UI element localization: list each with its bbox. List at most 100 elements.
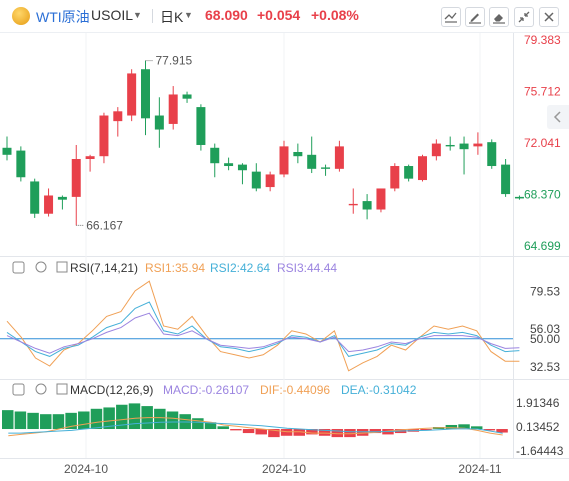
candle-body bbox=[473, 143, 483, 147]
dif-label: DIF:-0.44096 bbox=[260, 383, 330, 397]
candle-body bbox=[404, 166, 414, 179]
macd-histogram-bar bbox=[14, 411, 27, 430]
oil-logo-icon bbox=[12, 7, 30, 25]
candle-body bbox=[334, 146, 344, 169]
macd-histogram-bar bbox=[470, 426, 483, 430]
draw-line-icon[interactable] bbox=[441, 7, 461, 27]
macd-histogram-bar bbox=[242, 429, 255, 434]
candle-body bbox=[224, 163, 234, 167]
macd-histogram-bar bbox=[306, 429, 318, 435]
rsi-tick-label: 50.00 bbox=[530, 332, 560, 346]
collapse-icon[interactable] bbox=[514, 7, 534, 27]
eraser-icon[interactable] bbox=[489, 7, 509, 27]
rsi-tick-label: 32.53 bbox=[530, 360, 560, 374]
candle-body bbox=[487, 142, 497, 167]
candle-body bbox=[182, 94, 192, 99]
close-icon[interactable] bbox=[539, 7, 559, 27]
candle-body bbox=[514, 196, 524, 199]
candle-body bbox=[431, 143, 441, 157]
candle-body bbox=[141, 69, 150, 119]
macd-histogram-bar bbox=[344, 429, 356, 438]
macd-histogram-bar bbox=[52, 414, 65, 430]
macd-histogram-bar bbox=[78, 411, 90, 430]
instrument-name[interactable]: WTI原油 bbox=[36, 9, 90, 25]
macd-tick-label: -1.64443 bbox=[516, 444, 564, 458]
candle-body bbox=[57, 196, 67, 200]
candle-body bbox=[362, 201, 372, 210]
candle-body bbox=[390, 166, 400, 189]
divider bbox=[152, 9, 153, 23]
candle-body bbox=[99, 115, 109, 157]
macd-histogram-bar bbox=[90, 408, 103, 430]
candle-body bbox=[265, 174, 275, 188]
instrument-code[interactable]: USOIL bbox=[91, 7, 134, 23]
price-tick-label: 68.370 bbox=[524, 188, 561, 202]
macd-histogram-bar bbox=[166, 411, 179, 430]
macd-histogram-bar bbox=[116, 404, 128, 430]
candle-body bbox=[30, 181, 40, 214]
macd-histogram-bar bbox=[268, 429, 280, 438]
macd-tick-label: 1.91346 bbox=[516, 396, 560, 410]
eye-icon bbox=[12, 261, 25, 274]
candle-body bbox=[237, 164, 247, 171]
macd-histogram-bar bbox=[27, 412, 39, 430]
dea-line bbox=[8, 421, 503, 434]
price-tick-label: 64.699 bbox=[524, 239, 561, 253]
macd-value-label: MACD:-0.26107 bbox=[163, 383, 249, 397]
macd-histogram-bar bbox=[280, 429, 293, 436]
macd-histogram-bar bbox=[458, 424, 470, 430]
macd-histogram-bar bbox=[65, 412, 77, 430]
macd-histogram-bar bbox=[40, 414, 52, 430]
indicator-icon bbox=[56, 383, 68, 395]
macd-histogram-bar bbox=[496, 429, 508, 433]
macd-histogram-bar bbox=[293, 429, 305, 436]
rsi1-label: RSI1:35.94 bbox=[145, 261, 205, 275]
candle-body bbox=[321, 167, 331, 169]
candle-body bbox=[348, 203, 358, 206]
settings-icon bbox=[35, 261, 47, 273]
macd-histogram-bar bbox=[356, 429, 369, 436]
macd-histogram-bar bbox=[420, 429, 432, 431]
candle-body bbox=[44, 195, 54, 214]
candle-body bbox=[293, 151, 303, 157]
period-selector[interactable]: 日K bbox=[160, 9, 184, 25]
settings-icon bbox=[35, 383, 47, 395]
rsi-series-line bbox=[6, 301, 520, 357]
pencil-icon[interactable] bbox=[465, 7, 485, 27]
chevron-down-icon[interactable]: ▼ bbox=[133, 10, 142, 20]
macd-histogram-bar bbox=[255, 429, 267, 435]
candle-body bbox=[501, 164, 511, 195]
dif-line bbox=[8, 417, 503, 437]
rsi3-label: RSI3:44.44 bbox=[277, 261, 337, 275]
max-price-label: 77.915 bbox=[156, 54, 193, 68]
candle-body bbox=[127, 73, 137, 116]
macd-histogram-bar bbox=[103, 407, 115, 430]
macd-histogram-bar bbox=[192, 418, 204, 430]
candle-body bbox=[307, 154, 317, 169]
candle-body bbox=[251, 171, 261, 189]
candle-body bbox=[85, 156, 95, 160]
time-axis-label: 2024-11 bbox=[458, 462, 501, 476]
price-change-percent: +0.08% bbox=[311, 7, 359, 23]
eye-icon bbox=[12, 383, 25, 396]
candle-body bbox=[210, 147, 220, 164]
chevron-down-icon[interactable]: ▼ bbox=[184, 10, 193, 20]
candle-body bbox=[445, 144, 455, 147]
rsi-tick-label: 56.03 bbox=[530, 322, 560, 336]
macd-histogram-bar bbox=[2, 410, 14, 430]
rsi-tick-label: 79.53 bbox=[530, 285, 560, 299]
candle-body bbox=[16, 150, 26, 178]
macd-histogram-bar bbox=[128, 403, 141, 430]
candle-body bbox=[196, 107, 206, 145]
price-tick-label: 79.383 bbox=[524, 33, 561, 47]
macd-histogram-bar bbox=[154, 408, 166, 430]
price-change: +0.054 bbox=[257, 7, 301, 23]
macd-tick-label: 0.13452 bbox=[516, 420, 560, 434]
candle-body bbox=[459, 143, 469, 150]
macd-histogram-bar bbox=[369, 429, 382, 434]
panel-toggle-button[interactable] bbox=[547, 105, 569, 129]
macd-histogram-bar bbox=[483, 429, 496, 431]
macd-title: MACD(12,26,9) bbox=[70, 383, 153, 397]
rsi-title: RSI(7,14,21) bbox=[70, 261, 138, 275]
